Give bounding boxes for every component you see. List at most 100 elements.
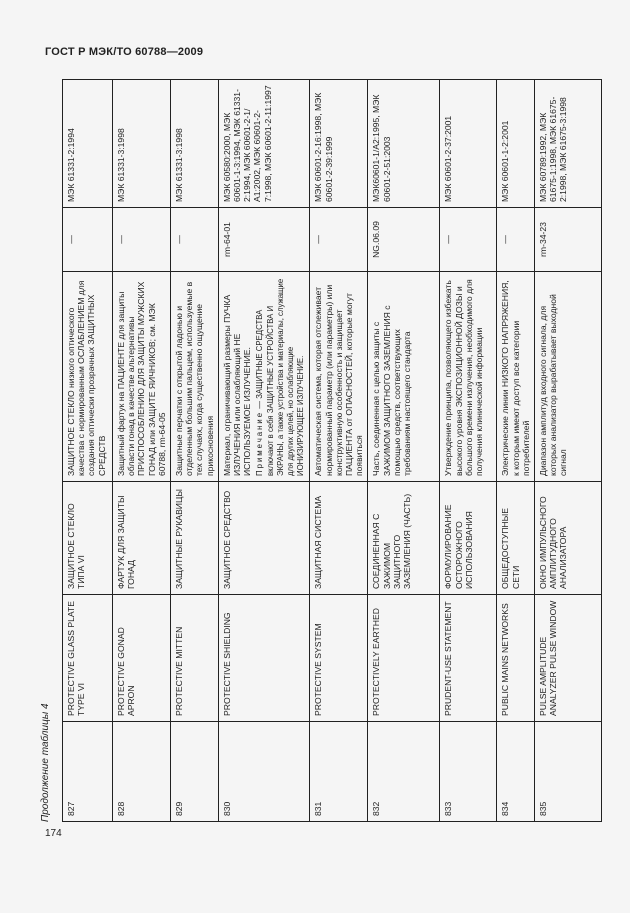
table-row: 833 PRUDENT-USE STATEMENT ФОРМУЛИРОВАНИЕ О… xyxy=(439,79,497,822)
table-row: 834 PUBLIC MAINS NETWORKS ОБЩЕДОСТУПНЫЕ СЕ… xyxy=(496,79,535,822)
term-number-text: 832 xyxy=(371,801,382,816)
term-english-text: PROTECTIVE GONAD APRON xyxy=(116,627,137,716)
term-references: МЭК 60789:1992, МЭК 61675-1:1998, МЭК 61… xyxy=(534,79,602,208)
term-code: NG.06.09 xyxy=(367,207,440,272)
term-english-text: PROTECTIVE GLASS PLATE TYPE VI xyxy=(66,601,87,716)
term-code-text: — xyxy=(116,235,126,244)
term-russian-text: ОБЩЕДОСТУПНЫЕ СЕТИ xyxy=(500,508,521,589)
term-definition: Часть, соединенная с целью защиты с ЗАЖИ… xyxy=(367,271,440,482)
term-code: — xyxy=(62,207,113,272)
term-number: 829 xyxy=(170,721,219,822)
term-russian: ЗАЩИТНОЕ СРЕДСТВО xyxy=(218,481,310,595)
term-english-text: PUBLIC MAINS NETWORKS xyxy=(500,603,511,716)
term-number-text: 834 xyxy=(500,801,511,816)
term-russian-text: ЗАЩИТНЫЕ РУКАВИЦЫ xyxy=(174,489,185,589)
note-label: Примечание xyxy=(255,410,265,476)
term-references: МЭК 60601-2-37:2001 xyxy=(439,79,497,208)
term-russian: ОКНО ИМПУЛЬСНОГО АМПЛИТУДНОГО АНАЛИЗАТОР… xyxy=(534,481,602,595)
term-code-text: — xyxy=(66,235,76,244)
term-english: PROTECTIVE GONAD APRON xyxy=(112,594,171,722)
table-row: 830 PROTECTIVE SHIELDING ЗАЩИТНОЕ СРЕДСТВО… xyxy=(218,79,310,822)
term-english: PRUDENT-USE STATEMENT xyxy=(439,594,497,722)
term-code-text: — xyxy=(174,235,185,244)
term-references-text: МЭК 61331-3:1998 xyxy=(116,128,126,202)
term-number: 828 xyxy=(112,721,171,822)
term-references: МЭК 61331-3:1998 xyxy=(112,79,171,208)
term-definition: Защитные перчатки с открытой ладонью и о… xyxy=(170,271,219,482)
term-russian-text: ЗАЩИТНОЕ СТЕКЛО ТИПА VI xyxy=(66,503,87,589)
term-definition-text: Утверждение принципа, позволяющего избеж… xyxy=(443,279,485,476)
term-references-text: МЭК 60601-1-2:2001 xyxy=(500,120,511,202)
term-references-text: МЭК 61331-2:1994 xyxy=(66,128,76,202)
term-references-text: МЭК60601-1/А2:1995, МЭК 60601-2-51:2003 xyxy=(371,94,392,202)
table-row: 829 PROTECTIVE MITTEN ЗАЩИТНЫЕ РУКАВИЦЫ Защ… xyxy=(170,79,219,822)
term-russian-text: ОКНО ИМПУЛЬСНОГО АМПЛИТУДНОГО АНАЛИЗАТОР… xyxy=(538,496,569,589)
term-references: МЭК60601-1/А2:1995, МЭК 60601-2-51:2003 xyxy=(367,79,440,208)
term-code-text: — xyxy=(443,235,454,244)
term-definition-text: Защитный фартук на ПАЦИЕНТЕ для защиты о… xyxy=(116,281,167,476)
term-number-text: 830 xyxy=(221,801,232,816)
term-references-text: МЭК 60580:2000, МЭК 60601-1-3:1994, МЭК … xyxy=(221,85,273,202)
term-russian: ЗАЩИТНОЕ СТЕКЛО ТИПА VI xyxy=(62,481,113,595)
term-number-text: 828 xyxy=(116,801,126,816)
term-definition: Электрические линии НИЗКОГО НАПРЯЖЕНИЯ, … xyxy=(496,271,535,482)
term-references-text: МЭК 60789:1992, МЭК 61675-1:1998, МЭК 61… xyxy=(538,96,569,202)
term-definition-text: Часть, соединенная с целью защиты с ЗАЖИ… xyxy=(371,305,413,476)
term-code-text: rm-64-01 xyxy=(221,222,232,257)
term-number-text: 835 xyxy=(538,801,549,816)
term-definition: Утверждение принципа, позволяющего избеж… xyxy=(439,271,497,482)
term-number-text: 833 xyxy=(443,801,454,816)
term-russian: ФАРТУК ДЛЯ ЗАЩИТЫ ГОНАД xyxy=(112,481,171,595)
term-note: Примечание — ЗАЩИТНЫЕ СРЕДСТВА включают … xyxy=(255,277,306,476)
term-russian-text: СОЕДИНЕННАЯ С ЗАЖИМОМ ЗАЩИТНОГО ЗАЗЕМЛЕН… xyxy=(371,493,413,589)
term-russian-text: ЗАЩИТНАЯ СИСТЕМА xyxy=(313,495,324,589)
term-english: PULSE AMPLITUDE ANALYZER PULSE WINDOW xyxy=(534,594,602,722)
term-code-text: rm-34-23 xyxy=(538,222,549,257)
term-definition-text: Автоматическая система, которая отслежив… xyxy=(313,284,365,476)
table-row: 832 PROTECTIVELY EARTHED СОЕДИНЕННАЯ С ЗАЖ… xyxy=(367,79,440,822)
term-english: PUBLIC MAINS NETWORKS xyxy=(496,594,535,722)
term-references-text: МЭК 61331-3:1998 xyxy=(174,128,185,202)
term-english-text: PROTECTIVE SHIELDING xyxy=(221,612,232,716)
term-code-text: — xyxy=(500,235,511,244)
term-definition-text: Диапазон амплитуд входного сигнала, для … xyxy=(538,294,569,476)
term-number-text: 829 xyxy=(174,801,185,816)
term-english: PROTECTIVE SYSTEM xyxy=(309,594,368,722)
document-header: ГОСТ Р МЭК/ТО 60788—2009 xyxy=(45,46,204,58)
terms-table: 827 PROTECTIVE GLASS PLATE TYPE VI ЗАЩИТНО… xyxy=(62,79,602,822)
term-english: PROTECTIVE SHIELDING xyxy=(218,594,310,722)
term-definition: Автоматическая система, которая отслежив… xyxy=(309,271,368,482)
term-definition: Диапазон амплитуд входного сигнала, для … xyxy=(534,271,602,482)
table-row: 831 PROTECTIVE SYSTEM ЗАЩИТНАЯ СИСТЕМА Авто… xyxy=(309,79,368,822)
term-code: — xyxy=(439,207,497,272)
term-code: — xyxy=(309,207,368,272)
term-english: PROTECTIVELY EARTHED xyxy=(367,594,440,722)
term-references: МЭК 60601-1-2:2001 xyxy=(496,79,535,208)
term-number: 832 xyxy=(367,721,440,822)
term-russian-text: ФОРМУЛИРОВАНИЕ ОСТОРОЖНОГО ИСПОЛЬЗОВАНИЯ xyxy=(443,504,474,589)
term-code-text: — xyxy=(313,235,324,244)
term-references-text: МЭК 60601-2-16:1998, МЭК 60601-2-39:1999 xyxy=(313,92,334,202)
term-number: 830 xyxy=(218,721,310,822)
term-english-text: PULSE AMPLITUDE ANALYZER PULSE WINDOW xyxy=(538,600,559,716)
term-code: — xyxy=(496,207,535,272)
term-code: rm-34-23 xyxy=(534,207,602,272)
term-english-text: PROTECTIVE MITTEN xyxy=(174,626,185,716)
term-russian-text: ЗАЩИТНОЕ СРЕДСТВО xyxy=(221,490,232,589)
term-references: МЭК 61331-3:1998 xyxy=(170,79,219,208)
term-number: 827 xyxy=(62,721,113,822)
term-number-text: 827 xyxy=(66,801,76,816)
term-references: МЭК 60580:2000, МЭК 60601-1-3:1994, МЭК … xyxy=(218,79,310,208)
page-number: 174 xyxy=(45,828,62,839)
term-references-text: МЭК 60601-2-37:2001 xyxy=(443,115,454,202)
term-number: 831 xyxy=(309,721,368,822)
term-number: 835 xyxy=(534,721,602,822)
term-code: — xyxy=(170,207,219,272)
term-code: — xyxy=(112,207,171,272)
term-number-text: 831 xyxy=(313,801,324,816)
term-definition-text: ЗАЩИТНОЕ СТЕКЛО низкого оптического каче… xyxy=(66,280,107,476)
term-english: PROTECTIVE GLASS PLATE TYPE VI xyxy=(62,594,113,722)
term-english-text: PROTECTIVE SYSTEM xyxy=(313,623,324,716)
term-definition: Защитный фартук на ПАЦИЕНТЕ для защиты о… xyxy=(112,271,171,482)
table-caption: Продолжение таблицы 4 xyxy=(40,703,51,822)
